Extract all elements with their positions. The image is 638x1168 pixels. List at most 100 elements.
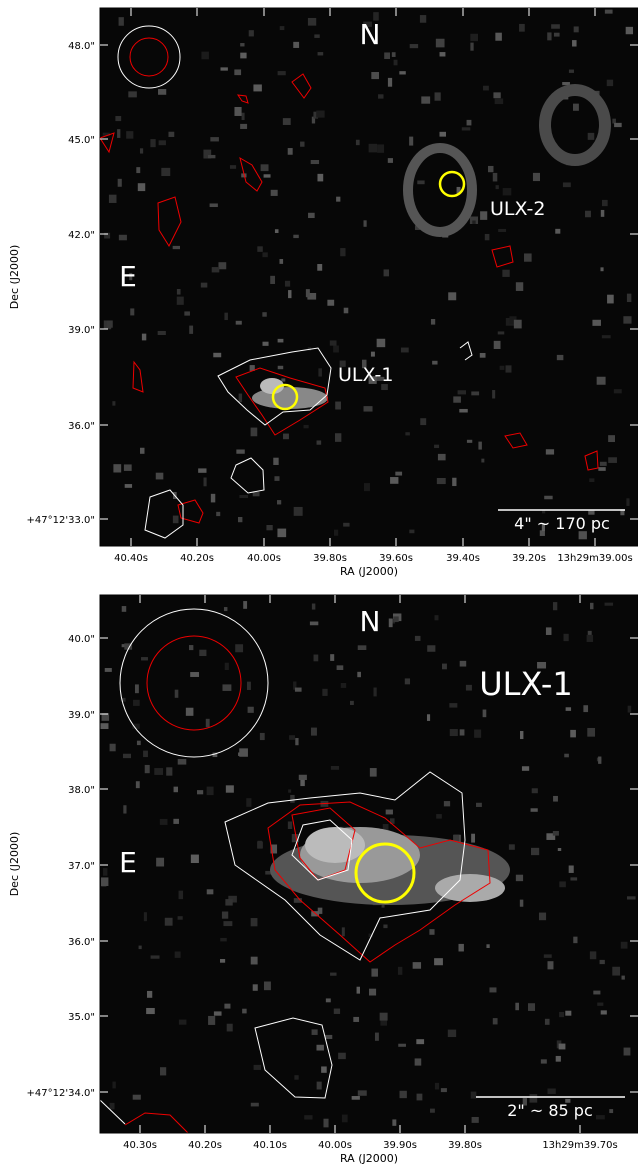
y-tick-label: 37.0" bbox=[68, 861, 95, 872]
noise-speck bbox=[471, 391, 480, 396]
noise-speck bbox=[590, 602, 594, 610]
noise-speck bbox=[330, 654, 335, 661]
noise-speck bbox=[529, 1094, 538, 1103]
noise-speck bbox=[405, 432, 410, 436]
noise-speck bbox=[220, 959, 226, 963]
noise-speck bbox=[559, 881, 566, 888]
noise-speck bbox=[597, 1002, 604, 1006]
noise-speck bbox=[492, 1018, 498, 1025]
noise-speck bbox=[368, 933, 373, 938]
noise-speck bbox=[287, 821, 293, 830]
noise-speck bbox=[555, 228, 561, 234]
noise-speck bbox=[482, 709, 487, 718]
noise-speck bbox=[281, 378, 286, 382]
noise-speck bbox=[369, 768, 377, 777]
noise-speck bbox=[226, 1023, 233, 1032]
noise-speck bbox=[300, 141, 305, 147]
y-axis-label: Dec (J2000) bbox=[8, 832, 21, 897]
noise-speck bbox=[434, 1082, 440, 1090]
noise-speck bbox=[495, 185, 499, 190]
noise-speck bbox=[502, 269, 510, 277]
noise-speck bbox=[205, 718, 210, 728]
noise-speck bbox=[223, 607, 228, 612]
noise-speck bbox=[623, 1047, 631, 1056]
noise-speck bbox=[335, 401, 341, 410]
noise-speck bbox=[400, 347, 409, 353]
noise-speck bbox=[353, 1016, 360, 1022]
noise-speck bbox=[378, 94, 384, 99]
noise-speck bbox=[249, 365, 255, 371]
noise-speck bbox=[210, 493, 216, 503]
noise-speck bbox=[323, 1118, 329, 1128]
noise-speck bbox=[559, 1011, 565, 1018]
noise-speck bbox=[573, 936, 578, 944]
noise-speck bbox=[543, 954, 552, 958]
noise-speck bbox=[143, 912, 147, 922]
noise-speck bbox=[310, 159, 320, 165]
source-blob bbox=[435, 874, 505, 902]
noise-speck bbox=[371, 968, 378, 977]
noise-speck bbox=[336, 665, 344, 670]
noise-speck bbox=[277, 338, 284, 343]
noise-speck bbox=[304, 1115, 313, 1120]
noise-speck bbox=[158, 89, 167, 95]
noise-speck bbox=[598, 756, 602, 764]
noise-speck bbox=[612, 118, 616, 124]
noise-speck bbox=[203, 477, 207, 487]
noise-speck bbox=[172, 245, 180, 250]
noise-speck bbox=[379, 1012, 388, 1021]
noise-speck bbox=[547, 32, 552, 41]
noise-speck bbox=[250, 427, 258, 437]
noise-speck bbox=[564, 753, 569, 758]
noise-speck bbox=[239, 748, 248, 757]
noise-speck bbox=[141, 657, 148, 661]
noise-speck bbox=[524, 253, 532, 262]
noise-speck bbox=[190, 672, 200, 677]
noise-speck bbox=[404, 678, 411, 685]
noise-speck bbox=[311, 116, 316, 124]
noise-speck bbox=[293, 41, 300, 48]
y-tick-label: 48.0" bbox=[68, 41, 95, 52]
noise-speck bbox=[598, 467, 606, 471]
noise-speck bbox=[520, 731, 524, 740]
x-tick-label: 39.80s bbox=[448, 1140, 482, 1151]
noise-speck bbox=[327, 299, 335, 306]
noise-speck bbox=[562, 182, 571, 188]
noise-speck bbox=[329, 340, 337, 346]
noise-speck bbox=[243, 601, 248, 609]
noise-speck bbox=[484, 233, 490, 241]
psf-circle bbox=[117, 25, 181, 89]
noise-speck bbox=[509, 316, 517, 325]
noise-speck bbox=[237, 517, 243, 523]
noise-speck bbox=[322, 688, 328, 696]
noise-speck bbox=[279, 259, 284, 264]
ulx-position bbox=[438, 170, 466, 198]
noise-speck bbox=[357, 1090, 367, 1096]
noise-speck bbox=[537, 661, 547, 669]
noise-speck bbox=[311, 1029, 318, 1035]
noise-speck bbox=[458, 943, 464, 952]
noise-speck bbox=[466, 119, 472, 126]
noise-speck bbox=[417, 180, 425, 185]
noise-speck bbox=[173, 786, 179, 793]
noise-speck bbox=[447, 1029, 457, 1038]
noise-speck bbox=[220, 67, 228, 71]
noise-speck bbox=[293, 681, 297, 690]
noise-speck bbox=[262, 312, 267, 317]
noise-speck bbox=[532, 172, 541, 182]
noise-speck bbox=[508, 844, 515, 850]
noise-speck bbox=[600, 1010, 607, 1015]
noise-speck bbox=[430, 318, 436, 325]
noise-speck bbox=[221, 911, 229, 919]
noise-speck bbox=[307, 292, 317, 300]
psf-circle bbox=[146, 635, 242, 731]
noise-speck bbox=[488, 165, 494, 173]
noise-speck bbox=[156, 857, 165, 867]
noise-speck bbox=[376, 338, 386, 348]
noise-speck bbox=[568, 865, 574, 873]
noise-speck bbox=[270, 189, 278, 196]
y-tick-label: 38.0" bbox=[68, 785, 95, 796]
axes-frame bbox=[99, 7, 638, 547]
noise-speck bbox=[129, 272, 133, 281]
